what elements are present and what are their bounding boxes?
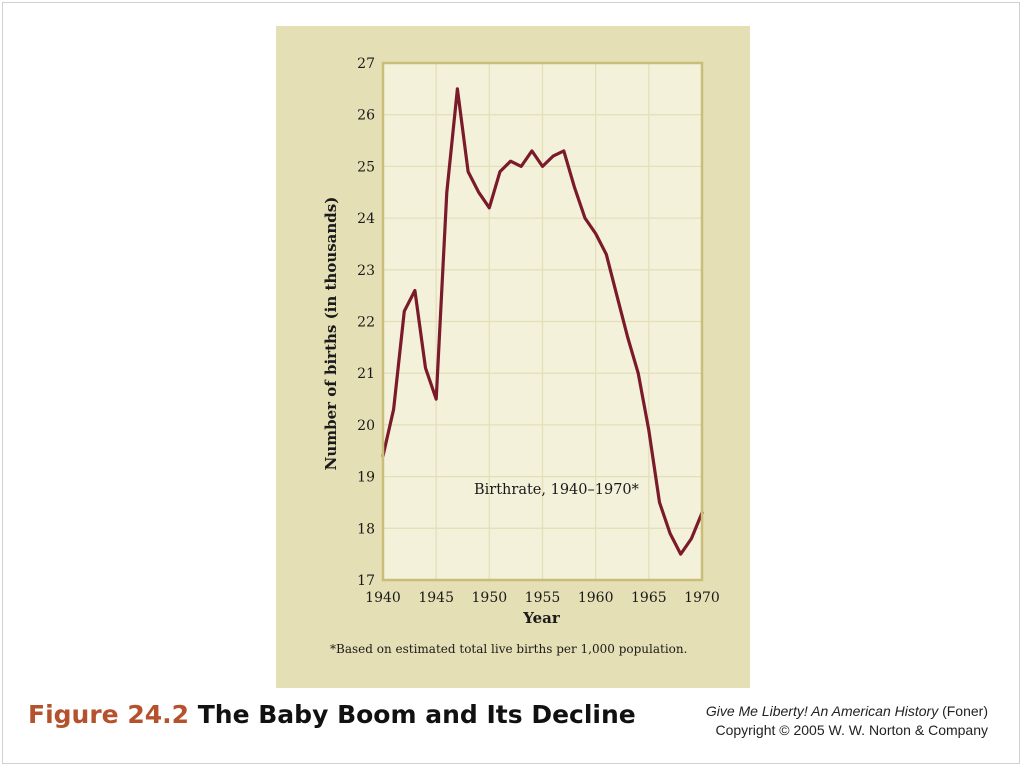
y-tick-label: 22 bbox=[357, 315, 375, 331]
x-axis-label: Year bbox=[522, 609, 561, 627]
copyright-line: Copyright © 2005 W. W. Norton & Company bbox=[715, 722, 988, 738]
credit-book-line: Give Me Liberty! An American History (Fo… bbox=[706, 702, 988, 721]
figure-number: Figure 24.2 bbox=[28, 700, 190, 729]
figure-title: The Baby Boom and Its Decline bbox=[197, 700, 636, 729]
y-tick-label: 26 bbox=[357, 108, 375, 124]
y-tick-label: 27 bbox=[357, 56, 375, 72]
y-tick-label: 18 bbox=[357, 521, 375, 537]
y-tick-label: 19 bbox=[357, 470, 375, 486]
x-tick-label: 1965 bbox=[631, 590, 667, 606]
source-credit: Give Me Liberty! An American History (Fo… bbox=[706, 702, 988, 740]
chart-footnote: *Based on estimated total live births pe… bbox=[330, 642, 687, 656]
x-tick-label: 1940 bbox=[365, 590, 401, 606]
x-tick-label: 1960 bbox=[578, 590, 614, 606]
book-title: Give Me Liberty! An American History bbox=[705, 703, 939, 719]
y-tick-label: 21 bbox=[357, 366, 375, 382]
y-tick-label: 25 bbox=[357, 159, 375, 175]
chart-panel: 17 18 19 20 21 22 23 24 25 26 27 1940 1945 1950 1955 1… bbox=[276, 26, 750, 688]
book-author: (Foner) bbox=[942, 703, 988, 719]
y-tick-label: 20 bbox=[357, 418, 375, 434]
grid-lines bbox=[383, 63, 702, 580]
figure-caption: Figure 24.2 The Baby Boom and Its Declin… bbox=[28, 700, 636, 729]
y-tick-label: 23 bbox=[357, 263, 375, 279]
chart-annotation: Birthrate, 1940–1970* bbox=[474, 482, 640, 498]
x-tick-labels: 1940 1945 1950 1955 1960 1965 1970 bbox=[365, 590, 720, 606]
y-axis-label: Number of births (in thousands) bbox=[322, 197, 340, 471]
x-tick-label: 1945 bbox=[418, 590, 454, 606]
plot-frame bbox=[381, 61, 704, 582]
y-tick-label: 17 bbox=[357, 573, 375, 589]
birthrate-line bbox=[381, 87, 704, 556]
x-tick-label: 1950 bbox=[472, 590, 508, 606]
x-tick-label: 1955 bbox=[525, 590, 561, 606]
y-tick-labels: 17 18 19 20 21 22 23 24 25 26 27 bbox=[357, 56, 375, 589]
x-tick-label: 1970 bbox=[684, 590, 720, 606]
y-tick-label: 24 bbox=[357, 211, 375, 227]
